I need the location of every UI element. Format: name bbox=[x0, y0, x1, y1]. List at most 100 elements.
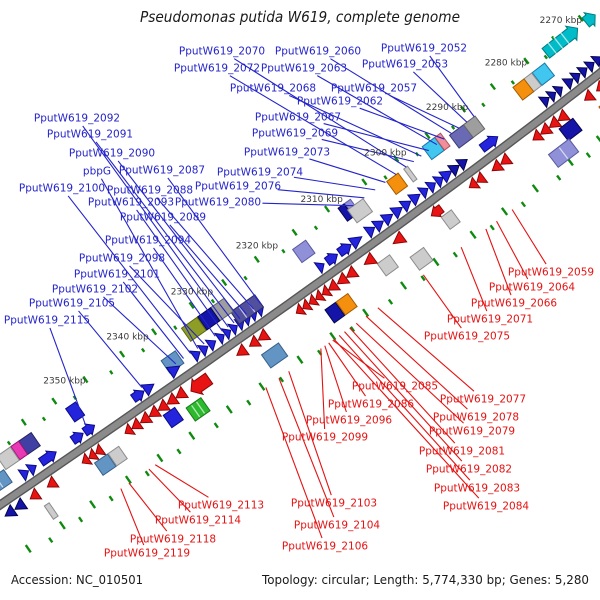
gene-label[interactable]: PputW619_2096 bbox=[306, 415, 392, 427]
gene-glyph[interactable] bbox=[343, 264, 360, 283]
gene-glyph[interactable] bbox=[558, 117, 583, 142]
gene-glyph[interactable] bbox=[323, 249, 341, 267]
gene-label[interactable]: PputW619_2079 bbox=[429, 426, 515, 438]
gene-glyph[interactable] bbox=[1, 503, 19, 522]
gene-label[interactable]: PputW619_2078 bbox=[433, 412, 519, 424]
gene-label[interactable]: PputW619_2118 bbox=[130, 534, 216, 546]
gene-label[interactable]: PputW619_2119 bbox=[104, 548, 190, 560]
gene-glyph[interactable] bbox=[325, 278, 342, 295]
gene-glyph[interactable] bbox=[128, 416, 145, 434]
gene-glyph[interactable] bbox=[27, 487, 43, 504]
gene-label[interactable]: PputW619_2101 bbox=[74, 269, 160, 281]
gene-glyph[interactable] bbox=[312, 288, 327, 305]
gene-label[interactable]: PputW619_2084 bbox=[443, 501, 529, 513]
gene-label[interactable]: PputW619_2082 bbox=[426, 464, 512, 476]
gene-label[interactable]: PputW619_2090 bbox=[69, 148, 155, 160]
gene-label[interactable]: PputW619_2077 bbox=[440, 394, 526, 406]
gene-glyph[interactable] bbox=[146, 404, 163, 421]
gene-glyph[interactable] bbox=[389, 202, 406, 220]
gene-glyph[interactable] bbox=[427, 203, 445, 221]
gene-glyph[interactable] bbox=[163, 391, 181, 409]
gene-glyph[interactable] bbox=[37, 447, 59, 468]
gene-glyph[interactable] bbox=[512, 78, 535, 101]
gene-label[interactable]: PputW619_2060 bbox=[275, 46, 361, 58]
gene-glyph[interactable] bbox=[403, 165, 418, 183]
gene-label[interactable]: PputW619_2087 bbox=[119, 165, 205, 177]
gene-glyph[interactable] bbox=[196, 341, 212, 358]
gene-glyph[interactable] bbox=[593, 79, 600, 96]
gene-label[interactable]: PputW619_2074 bbox=[217, 167, 303, 179]
gene-glyph[interactable] bbox=[260, 342, 289, 369]
gene-glyph[interactable] bbox=[424, 178, 439, 195]
gene-label[interactable]: PputW619_2072 bbox=[174, 63, 260, 75]
gene-label[interactable]: PputW619_2073 bbox=[244, 147, 330, 159]
gene-glyph[interactable] bbox=[334, 271, 351, 289]
gene-glyph[interactable] bbox=[336, 239, 355, 258]
gene-label[interactable]: PputW619_2098 bbox=[79, 253, 165, 265]
gene-glyph[interactable] bbox=[561, 74, 577, 91]
gene-label[interactable]: PputW619_2064 bbox=[489, 282, 575, 294]
gene-label[interactable]: PputW619_2068 bbox=[230, 83, 316, 95]
gene-glyph[interactable] bbox=[531, 62, 556, 87]
gene-glyph[interactable] bbox=[385, 172, 409, 196]
gene-glyph[interactable] bbox=[537, 121, 554, 140]
gene-glyph[interactable] bbox=[255, 327, 272, 346]
gene-glyph[interactable] bbox=[204, 336, 219, 352]
gene-label[interactable]: PputW619_2071 bbox=[447, 314, 533, 326]
gene-glyph[interactable] bbox=[313, 259, 327, 275]
gene-label[interactable]: PputW619_2053 bbox=[362, 59, 448, 71]
gene-glyph[interactable] bbox=[107, 445, 128, 467]
gene-glyph[interactable] bbox=[293, 302, 308, 319]
gene-glyph[interactable] bbox=[582, 57, 598, 74]
gene-glyph[interactable] bbox=[291, 239, 316, 264]
gene-label[interactable]: PputW619_2083 bbox=[434, 483, 520, 495]
gene-glyph[interactable] bbox=[0, 446, 21, 471]
gene-label[interactable]: PputW619_2092 bbox=[34, 113, 120, 125]
gene-label[interactable]: PputW619_2070 bbox=[179, 46, 265, 58]
gene-glyph[interactable] bbox=[92, 442, 107, 459]
gene-glyph[interactable] bbox=[379, 209, 396, 227]
gene-glyph[interactable] bbox=[462, 115, 486, 139]
gene-glyph[interactable] bbox=[440, 209, 461, 231]
gene-glyph[interactable] bbox=[220, 325, 234, 341]
gene-glyph[interactable] bbox=[537, 92, 553, 109]
gene-glyph[interactable] bbox=[81, 420, 98, 438]
gene-label[interactable]: PputW619_2104 bbox=[294, 520, 380, 532]
gene-label[interactable]: PputW619_2089 bbox=[120, 212, 206, 224]
gene-glyph[interactable] bbox=[64, 401, 86, 423]
gene-label[interactable]: PputW619_2069 bbox=[252, 128, 338, 140]
gene-glyph[interactable] bbox=[346, 197, 374, 224]
gene-glyph[interactable] bbox=[361, 251, 379, 270]
gene-glyph[interactable] bbox=[172, 385, 190, 403]
gene-label[interactable]: PputW619_2081 bbox=[419, 446, 505, 458]
gene-glyph[interactable] bbox=[17, 466, 32, 482]
gene-label[interactable]: pbpG bbox=[83, 166, 111, 178]
gene-glyph[interactable] bbox=[389, 230, 408, 249]
gene-label[interactable]: PputW619_2114 bbox=[155, 515, 241, 527]
gene-glyph[interactable] bbox=[544, 87, 560, 104]
gene-glyph[interactable] bbox=[299, 297, 314, 314]
gene-glyph[interactable] bbox=[335, 292, 358, 316]
gene-glyph[interactable] bbox=[140, 379, 157, 397]
gene-glyph[interactable] bbox=[226, 320, 241, 337]
gene-glyph[interactable] bbox=[370, 216, 387, 234]
gene-glyph[interactable] bbox=[246, 334, 263, 351]
gene-glyph[interactable] bbox=[488, 158, 506, 176]
gene-glyph[interactable] bbox=[589, 52, 600, 68]
gene-glyph[interactable] bbox=[188, 346, 204, 363]
gene-glyph[interactable] bbox=[85, 447, 100, 464]
gene-label[interactable]: PputW619_2115 bbox=[4, 315, 90, 327]
gene-glyph[interactable] bbox=[416, 183, 432, 200]
gene-glyph[interactable] bbox=[11, 496, 29, 515]
gene-label[interactable]: PputW619_2080 bbox=[175, 197, 261, 209]
gene-label[interactable]: PputW619_2094 bbox=[105, 235, 191, 247]
gene-label[interactable]: PputW619_2059 bbox=[508, 267, 594, 279]
gene-glyph[interactable] bbox=[180, 316, 207, 342]
gene-glyph[interactable] bbox=[547, 138, 580, 169]
gene-label[interactable]: PputW619_2102 bbox=[52, 284, 138, 296]
gene-glyph[interactable] bbox=[79, 452, 94, 468]
gene-glyph[interactable] bbox=[0, 469, 13, 495]
gene-glyph[interactable] bbox=[554, 108, 572, 125]
gene-glyph[interactable] bbox=[44, 475, 60, 492]
gene-glyph[interactable] bbox=[43, 502, 59, 520]
